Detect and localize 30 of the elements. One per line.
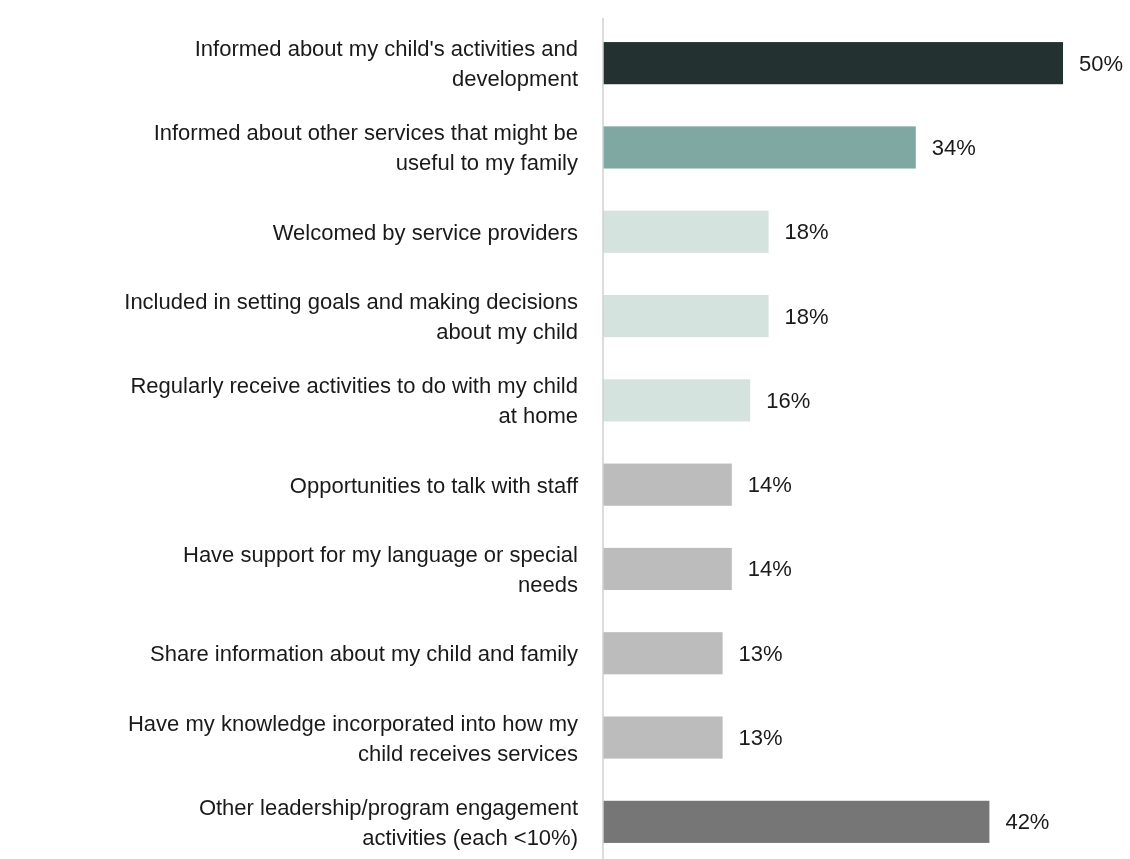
y-tick-label: Have support for my language or special needs	[183, 541, 578, 597]
bar	[603, 547, 732, 591]
bar	[603, 294, 769, 338]
data-label: 50%	[1079, 50, 1124, 76]
y-tick-label: Informed about my child's activities and development	[194, 35, 578, 91]
bar	[603, 716, 723, 759]
y-tick-label: Included in setting goals and making decisions about my child	[124, 288, 578, 344]
bar	[603, 379, 751, 422]
y-tick-label: Have my knowledge incorporated into how my child receives services	[127, 710, 578, 766]
bar	[603, 126, 916, 169]
data-label: 16%	[766, 387, 811, 413]
y-tick-label: Other leadership/program engagement activities (each <10%)	[198, 794, 578, 850]
data-label: 42%	[1005, 809, 1050, 835]
data-label: 13%	[738, 725, 783, 751]
data-label: 34%	[931, 134, 976, 160]
bar	[603, 463, 732, 506]
y-tick-label: Welcomed by service providers	[272, 219, 578, 245]
bar	[603, 210, 769, 253]
data-label: 14%	[747, 472, 792, 498]
bar	[603, 42, 1063, 85]
data-label: 18%	[784, 219, 829, 245]
y-tick-label: Regularly receive activities to do with my child at home	[130, 372, 578, 428]
bar	[603, 800, 990, 843]
data-label: 14%	[747, 556, 792, 582]
bar	[603, 632, 723, 675]
y-tick-label: Opportunities to talk with staff	[289, 472, 579, 498]
data-label: 18%	[784, 303, 829, 329]
y-tick-label: Share information about my child and family	[150, 640, 578, 666]
y-tick-label: Informed about other services that might be useful to my family	[153, 119, 578, 175]
data-label: 13%	[738, 640, 783, 666]
